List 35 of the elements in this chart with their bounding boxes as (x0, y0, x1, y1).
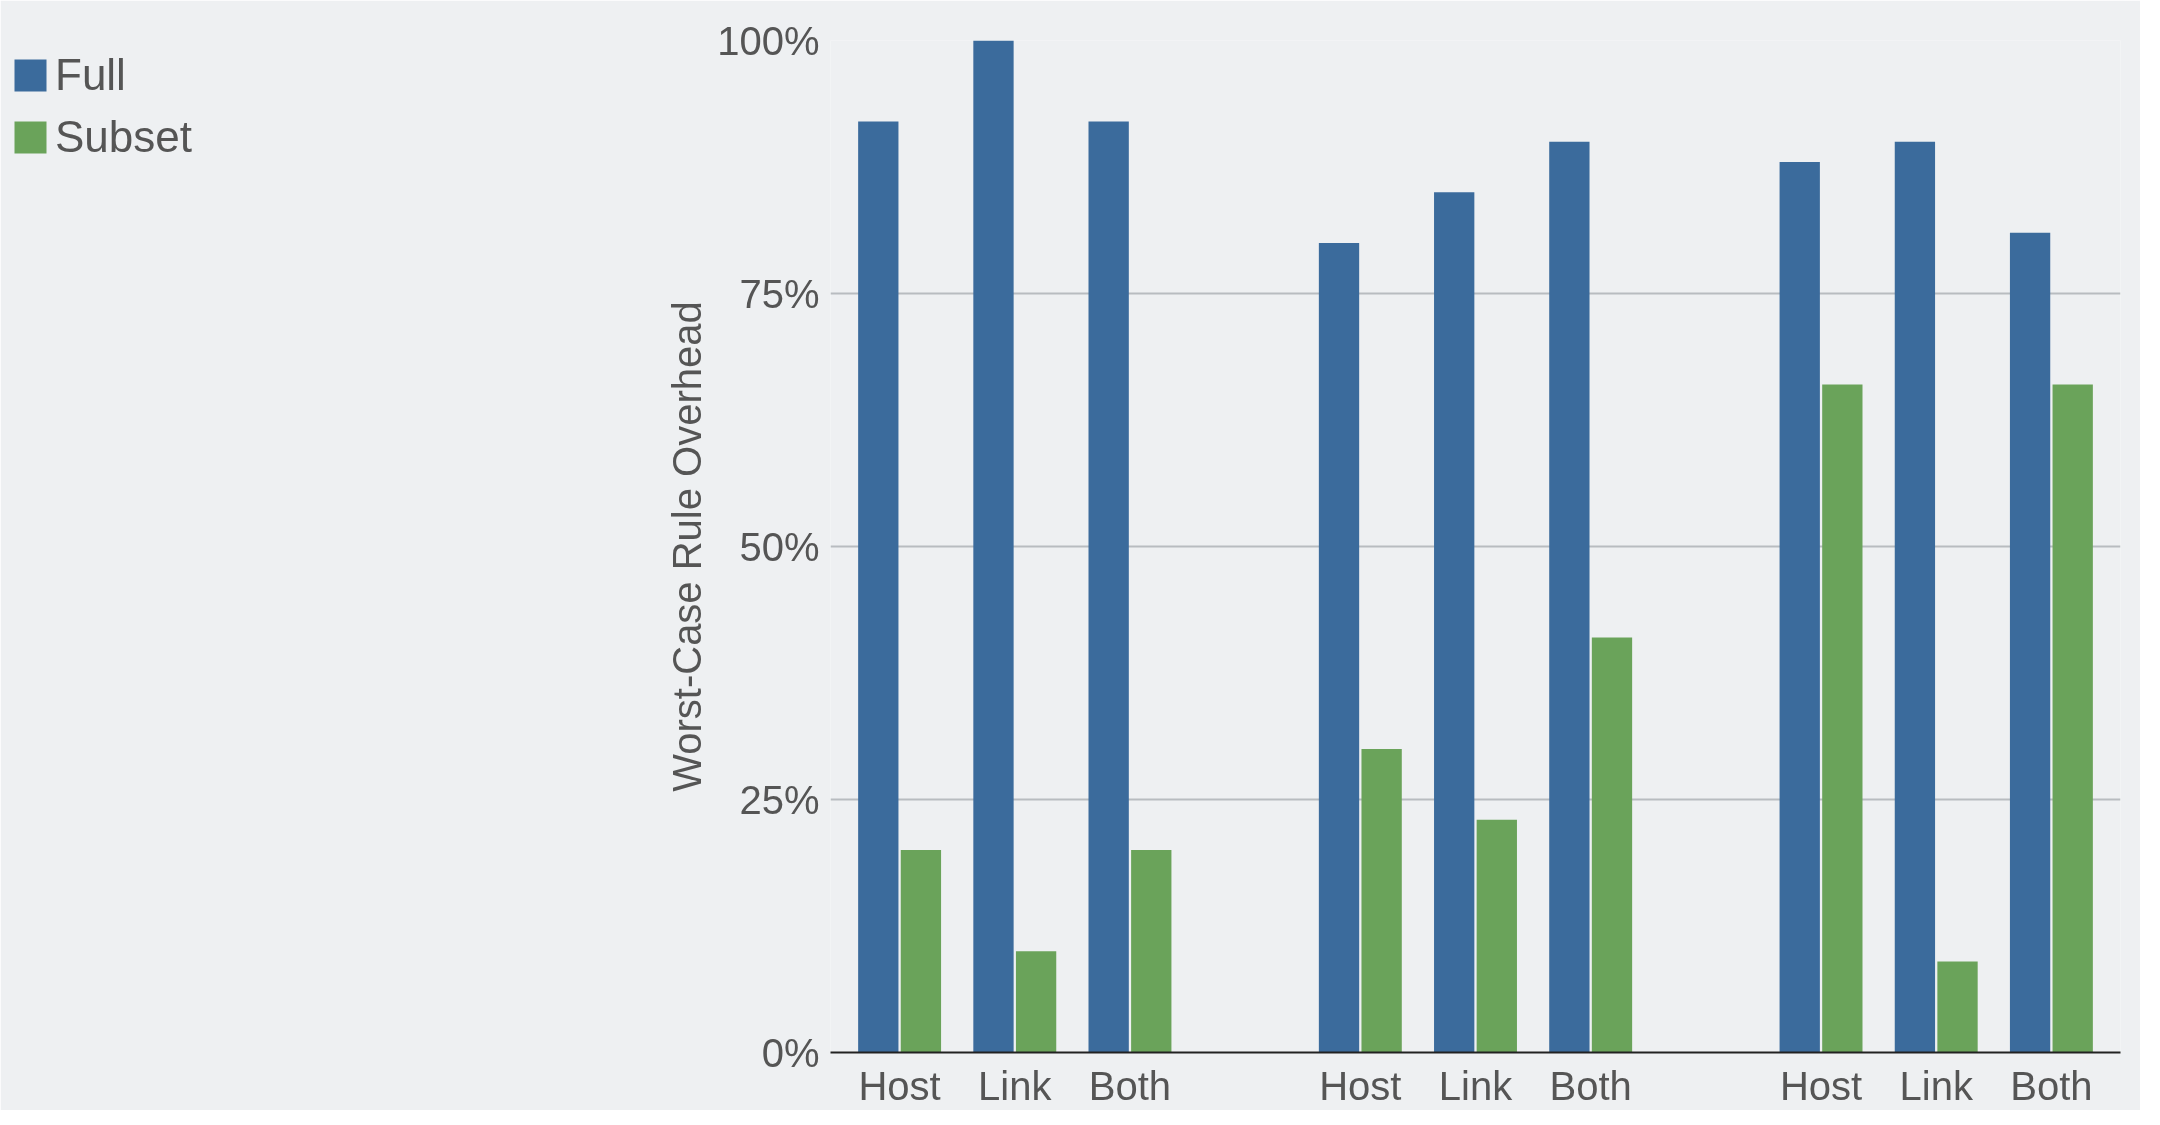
y-tick-label: 75% (739, 271, 820, 316)
x-tick-label: Link (1899, 1063, 1974, 1108)
x-tick-label: Both (1088, 1063, 1172, 1108)
bar (1434, 192, 1475, 1053)
legend-label: Subset (55, 112, 192, 162)
bar (1822, 384, 1863, 1053)
bar (1591, 637, 1633, 1053)
bar (2052, 384, 2093, 1053)
bar (973, 40, 1014, 1053)
y-tick-label: 0% (761, 1030, 820, 1075)
bar (1131, 850, 1172, 1053)
x-tick-label: Host (1779, 1063, 1863, 1108)
bar (1318, 242, 1360, 1053)
x-tick-label: Both (1549, 1063, 1632, 1108)
legend-label: Full (55, 50, 126, 100)
bar (1779, 161, 1820, 1053)
bar (1361, 748, 1402, 1053)
bar (1476, 819, 1517, 1053)
bar (900, 850, 942, 1053)
bar (1088, 121, 1129, 1053)
x-tick-label: Host (1319, 1063, 1402, 1108)
y-axis-title: Worst-Case Rule Overhead (665, 301, 710, 792)
x-tick-label: Both (2010, 1063, 2093, 1108)
bar (1549, 141, 1590, 1053)
y-tick-label: 50% (739, 524, 820, 569)
bar (1937, 961, 1978, 1053)
y-tick-label: 25% (739, 777, 820, 822)
x-tick-label: Link (978, 1063, 1053, 1108)
x-tick-label: Host (858, 1063, 941, 1108)
bar (858, 121, 899, 1053)
bar (2009, 232, 2051, 1053)
x-tick-label: Link (1438, 1063, 1514, 1108)
bar (1015, 951, 1057, 1053)
bar (1894, 141, 1936, 1053)
y-tick-label: 100% (717, 18, 820, 63)
